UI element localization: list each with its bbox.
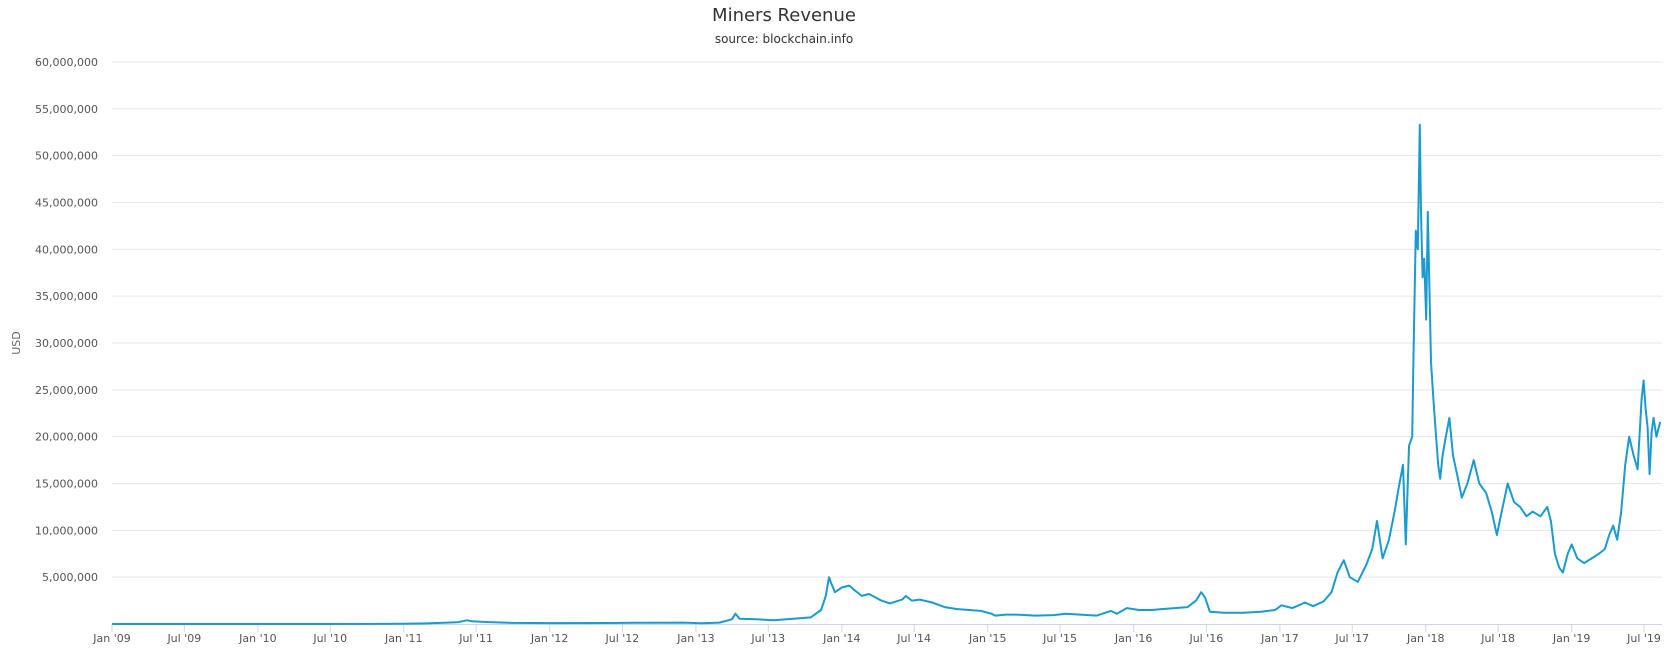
x-tick-label: Jul '12 — [605, 632, 640, 645]
y-tick-label: 30,000,000 — [35, 337, 98, 350]
x-tick-label: Jan '18 — [1406, 632, 1444, 645]
x-tick-label: Jul '18 — [1480, 632, 1515, 645]
y-tick-label: 15,000,000 — [35, 478, 98, 491]
x-tick-label: Jul '13 — [750, 632, 785, 645]
y-tick-label: 35,000,000 — [35, 290, 98, 303]
x-tick-label: Jan '17 — [1260, 632, 1298, 645]
x-tick-label: Jan '15 — [968, 632, 1006, 645]
x-tick-label: Jul '14 — [896, 632, 931, 645]
x-tick-label: Jan '19 — [1552, 632, 1590, 645]
gridlines — [112, 61, 1662, 578]
x-tick-label: Jan '12 — [530, 632, 568, 645]
x-tick-label: Jul '17 — [1334, 632, 1369, 645]
x-tick-label: Jan '10 — [238, 632, 276, 645]
x-tick-label: Jan '16 — [1114, 632, 1152, 645]
x-tick-label: Jul '16 — [1188, 632, 1223, 645]
chart-title: Miners Revenue — [712, 5, 856, 26]
y-tick-label: 40,000,000 — [35, 243, 98, 256]
y-tick-label: 45,000,000 — [35, 197, 98, 210]
x-tick-label: Jan '14 — [822, 632, 860, 645]
x-tick-label: Jul '09 — [166, 632, 201, 645]
x-tick-label: Jul '10 — [312, 632, 347, 645]
y-axis-ticks: 5,000,000 10,000,000 15,000,000 20,000,000 2… — [35, 56, 98, 584]
x-tick-label: Jan '11 — [384, 632, 422, 645]
y-tick-label: 55,000,000 — [35, 103, 98, 116]
chart-subtitle: source: blockchain.info — [714, 32, 854, 46]
y-tick-label: 60,000,000 — [35, 56, 98, 69]
series-layer — [111, 123, 1661, 625]
y-tick-label: 10,000,000 — [35, 524, 98, 537]
series-line-0 — [111, 123, 1661, 625]
x-tick-label: Jul '11 — [458, 632, 493, 645]
y-axis-label: USD — [10, 331, 23, 355]
x-tick-label: Jan '09 — [92, 632, 130, 645]
y-tick-label: 25,000,000 — [35, 384, 98, 397]
y-tick-label: 50,000,000 — [35, 150, 98, 163]
x-tick-label: Jul '19 — [1626, 632, 1661, 645]
x-tick-label: Jul '15 — [1042, 632, 1077, 645]
y-tick-label: 5,000,000 — [42, 571, 98, 584]
y-tick-label: 20,000,000 — [35, 431, 98, 444]
x-tick-label: Jan '13 — [676, 632, 714, 645]
x-axis-ticks: Jan '09 Jul '09 Jan '10 Jul '10 Jan '11 Jul '… — [92, 624, 1661, 645]
